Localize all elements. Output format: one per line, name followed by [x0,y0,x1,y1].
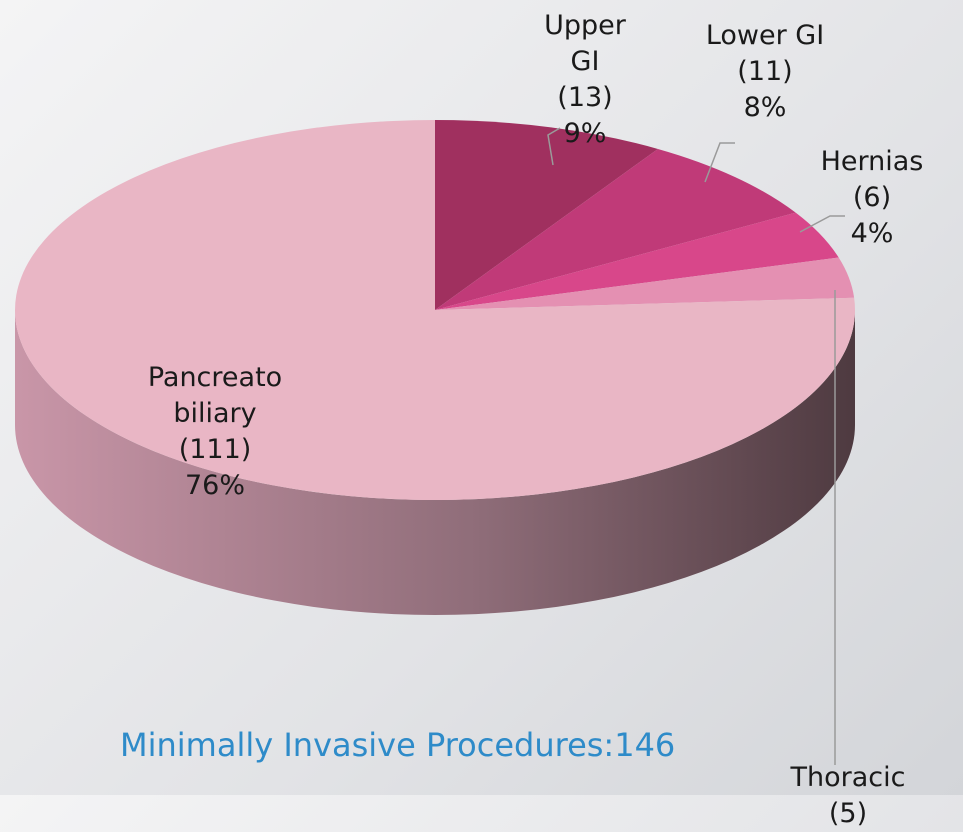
leader-line [704,142,735,183]
slice-name: Hernias [820,146,924,177]
leader-line [547,127,561,166]
percent-label: 8% [743,92,787,123]
slice-label: Upper GI (13) 9% [530,8,640,152]
pie-slice [15,120,855,500]
leader-line [799,215,845,233]
pie-slice [435,257,855,310]
chart [15,120,855,765]
percent-label: 4% [850,218,894,249]
pie-slice [435,212,839,310]
value-label: (5) [828,798,868,829]
slice-name: Thoracic [790,762,906,793]
pie [15,120,855,615]
slice-label: Pancreato biliary (111) 76% [135,360,295,504]
value-label: (6) [852,182,892,213]
pie-slice [435,120,658,310]
value-label: (13) [557,82,613,113]
percent-label: 76% [184,470,245,501]
value-label: (111) [178,434,252,465]
slice-label: Lower GI (11) 8% [680,18,850,126]
value-label: (11) [737,56,793,87]
chart-title: Minimally Invasive Procedures:146 [120,726,676,764]
slice-name: Pancreato biliary [147,362,283,429]
pie-slice [435,148,796,310]
leader-lines [547,127,845,765]
slice-label: Hernias (6) 4% [797,144,947,252]
slice-label: Thoracic (5) [773,760,923,832]
slice-name: Upper GI [544,10,626,77]
percent-label: 9% [563,118,607,149]
pie-side [15,310,855,615]
slice-name: Lower GI [705,20,825,51]
